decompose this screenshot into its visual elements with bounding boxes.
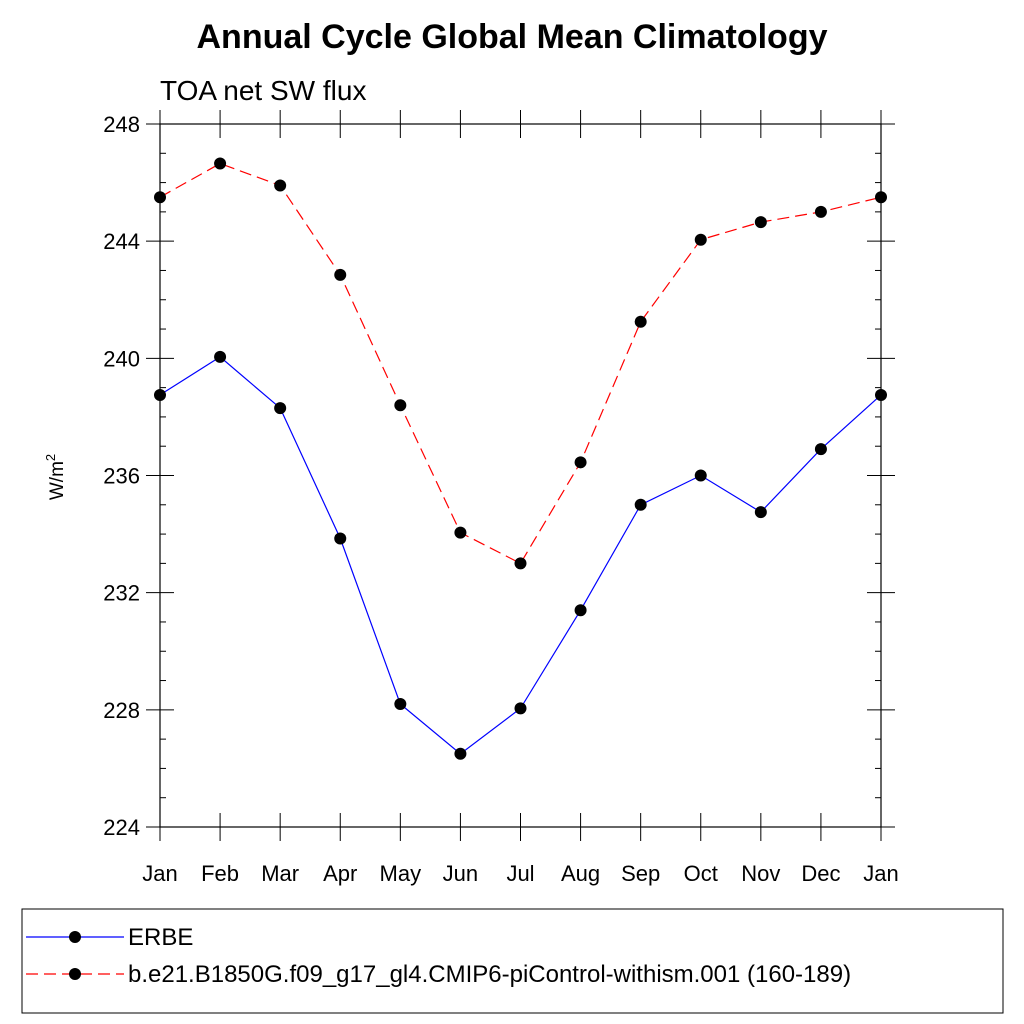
y-axis-label-base: W/m — [47, 461, 68, 500]
data-point-series-1 — [454, 526, 467, 539]
data-point-series-0 — [634, 498, 647, 511]
x-tick-label: Aug — [561, 861, 600, 886]
y-tick-label: 236 — [103, 464, 140, 489]
data-point-series-1 — [694, 233, 707, 246]
y-tick-label: 232 — [103, 581, 140, 606]
data-point-series-1 — [514, 557, 527, 570]
data-point-series-0 — [394, 697, 407, 710]
plot-frame — [159, 123, 882, 828]
legend-label-0: ERBE — [128, 924, 193, 951]
x-tick-label: Jul — [506, 861, 534, 886]
x-tick-label: Jan — [142, 861, 177, 886]
y-axis-label: W/m2 — [43, 454, 68, 500]
data-point-series-0 — [754, 506, 767, 519]
data-point-series-0 — [875, 388, 887, 401]
data-point-series-1 — [634, 315, 647, 328]
data-point-series-1 — [574, 456, 587, 469]
legend-marker-0 — [69, 931, 81, 943]
x-tick-label: Feb — [201, 861, 239, 886]
chart-title: Annual Cycle Global Mean Climatology — [197, 18, 828, 56]
data-point-series-1 — [875, 191, 887, 204]
y-tick-label: 240 — [103, 346, 140, 371]
x-tick-label: Jan — [863, 861, 898, 886]
data-point-series-0 — [334, 532, 347, 545]
chart-subtitle: TOA net SW flux — [160, 75, 366, 106]
y-tick-label: 248 — [103, 112, 140, 137]
data-point-series-0 — [454, 747, 467, 760]
data-point-series-1 — [754, 216, 767, 229]
series-line-1 — [159, 162, 882, 565]
data-point-series-1 — [154, 191, 166, 204]
data-point-series-0 — [154, 388, 166, 401]
y-axis-label-superscript: 2 — [43, 454, 58, 461]
y-tick-labels: 224 228 232 236 240 244 248 — [103, 112, 140, 840]
data-point-series-0 — [514, 702, 527, 715]
x-tick-label: Jun — [443, 861, 478, 886]
data-point-series-0 — [814, 443, 827, 456]
y-tick-label: 244 — [103, 229, 140, 254]
y-tick-label: 224 — [103, 815, 140, 840]
data-point-series-1 — [274, 179, 287, 192]
legend-label-1: b.e21.B1850G.f09_g17_gl4.CMIP6-piControl… — [128, 961, 851, 988]
series-line-0 — [159, 356, 882, 755]
data-point-series-1 — [214, 157, 227, 170]
x-tick-label: Nov — [741, 861, 780, 886]
data-point-series-0 — [694, 469, 707, 482]
x-tick-labels: Jan Feb Mar Apr May Jun Jul Aug Sep Oct Nov Dec Jan — [142, 861, 898, 886]
x-tick-label: Dec — [801, 861, 840, 886]
x-tick-label: May — [380, 861, 422, 886]
x-tick-label: Sep — [621, 861, 660, 886]
x-tick-label: Oct — [684, 861, 718, 886]
data-point-series-0 — [574, 604, 587, 617]
data-point-series-0 — [214, 350, 227, 363]
legend: ERBE b.e21.B1850G.f09_g17_gl4.CMIP6-piCon… — [26, 924, 851, 988]
legend-marker-1 — [69, 968, 81, 980]
series-layer — [154, 157, 887, 760]
x-tick-label: Apr — [323, 861, 357, 886]
x-tick-label: Mar — [261, 861, 299, 886]
data-point-series-1 — [334, 268, 347, 281]
axis-ticks — [146, 110, 895, 841]
legend-box — [21, 908, 1004, 1014]
y-tick-label: 228 — [103, 698, 140, 723]
data-point-series-1 — [814, 205, 827, 218]
data-point-series-1 — [394, 399, 407, 412]
svg-text:W/m2: W/m2 — [43, 454, 68, 500]
data-point-series-0 — [274, 402, 287, 415]
